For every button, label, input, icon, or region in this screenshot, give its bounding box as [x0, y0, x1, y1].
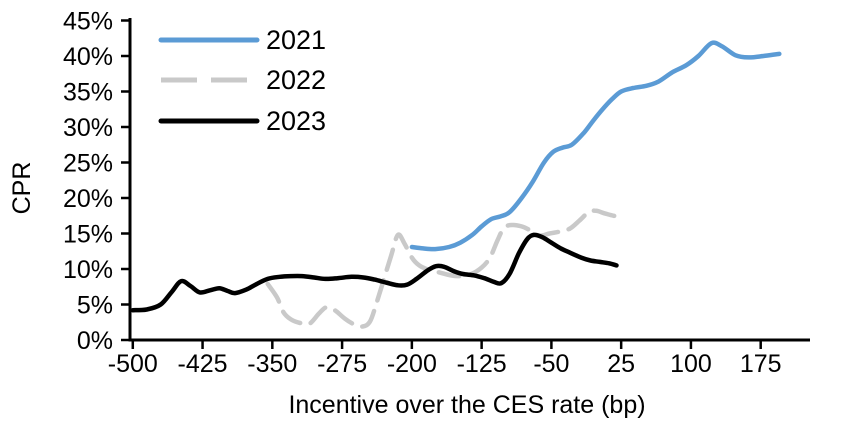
x-tick-label: -125: [457, 350, 507, 378]
y-tick-label: 40%: [63, 43, 113, 71]
x-axis-title: Incentive over the CES rate (bp): [288, 391, 645, 419]
y-tick-label: 45%: [63, 8, 113, 36]
series-group: [130, 40, 782, 329]
legend: 2021 2022 2023: [158, 25, 326, 136]
x-tick-group: -500 -425 -350 -275 -200 -125 -50 25 100 175: [108, 340, 782, 378]
y-tick-label: 25%: [63, 150, 113, 178]
series-line-2023: [130, 232, 619, 313]
y-tick-label: 10%: [63, 256, 113, 284]
y-axis-title: CPR: [8, 162, 36, 215]
series-line-2021: [409, 40, 782, 252]
x-tick-label: -425: [178, 350, 228, 378]
y-tick-label: 20%: [63, 185, 113, 213]
x-tick-label: -275: [317, 350, 367, 378]
legend-label-2022: 2022: [266, 65, 326, 95]
x-tick-label: 175: [740, 350, 782, 378]
axes: [128, 18, 810, 342]
x-tick-label: -350: [247, 350, 297, 378]
y-tick-label: 0%: [77, 327, 113, 355]
x-tick-label: 25: [607, 350, 635, 378]
y-tick-label: 15%: [63, 221, 113, 249]
y-tick-group: 0% 5% 10% 15% 20% 25% 30% 35% 40% 45%: [63, 8, 130, 355]
x-tick-label: 100: [670, 350, 712, 378]
x-tick-label: -200: [387, 350, 437, 378]
y-tick-label: 35%: [63, 79, 113, 107]
legend-label-2021: 2021: [266, 25, 326, 55]
legend-label-2023: 2023: [266, 106, 326, 136]
series-line-2022: [265, 208, 624, 329]
x-tick-label: -50: [533, 350, 569, 378]
y-tick-label: 5%: [77, 292, 113, 320]
y-tick-label: 30%: [63, 114, 113, 142]
x-tick-label: -500: [108, 350, 158, 378]
